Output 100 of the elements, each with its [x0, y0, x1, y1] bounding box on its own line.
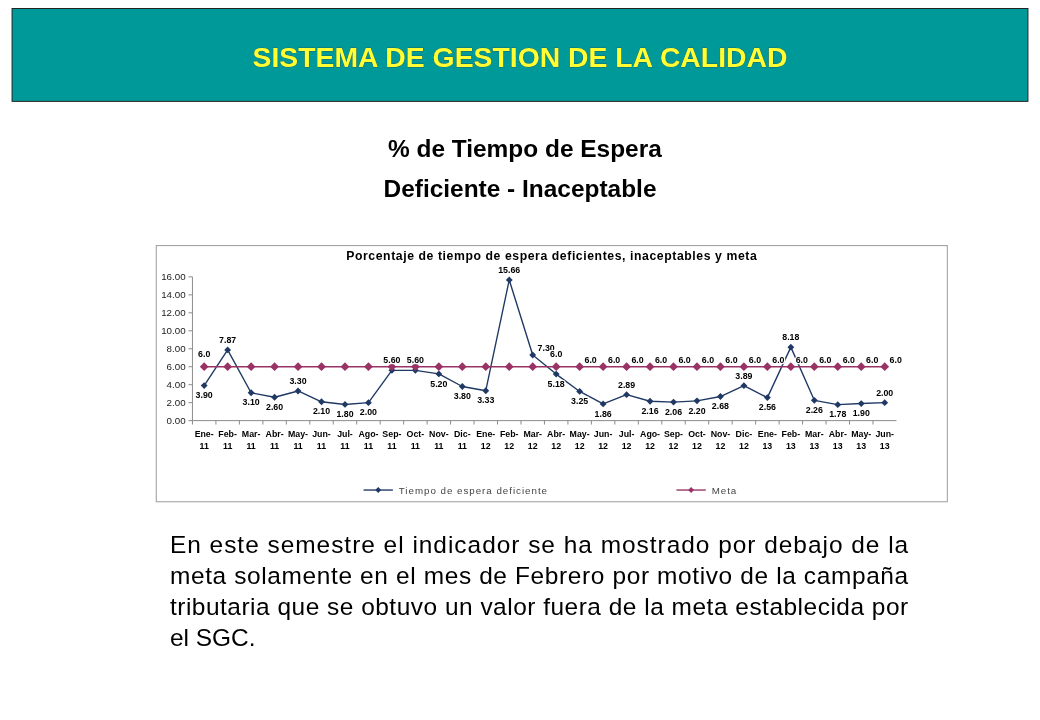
point	[457, 362, 467, 372]
y-tick-label: 10.00	[161, 325, 187, 337]
data-label: 6.0	[866, 354, 879, 365]
legend-label: Meta	[711, 484, 738, 496]
x-tick-label: Abr-12	[547, 429, 566, 451]
x-tick-label: Feb-11	[218, 429, 237, 451]
data-label: 6.0	[772, 354, 785, 365]
y-tick-label: 0.00	[166, 415, 187, 427]
data-label: 6.0	[608, 354, 621, 365]
point	[833, 362, 843, 372]
data-label: 1.80	[336, 409, 354, 420]
x-tick-label: Mar-13	[805, 429, 824, 451]
data-label: 2.06	[664, 406, 683, 417]
x-tick-label: Jun-13	[875, 429, 895, 451]
point	[294, 387, 302, 395]
point	[575, 362, 585, 372]
data-label: 3.89	[735, 370, 753, 381]
point	[247, 389, 255, 397]
data-label: 2.00	[359, 407, 378, 418]
x-tick-label: Feb-13	[781, 429, 801, 451]
point	[809, 362, 819, 372]
data-label: 5.18	[547, 378, 565, 389]
point	[762, 362, 772, 372]
y-tick-label: 14.00	[161, 289, 187, 301]
data-label: 3.25	[571, 396, 589, 407]
data-label: 2.60	[266, 401, 284, 412]
text: % de Tiempo de Espera	[387, 134, 663, 162]
data-label: 6.0	[678, 354, 691, 365]
y-tick-label: 8.00	[166, 343, 187, 355]
chart-title: Porcentaje de tiempo de espera deficientes, inaceptables y meta	[346, 249, 758, 264]
point	[200, 382, 208, 390]
x-tick-label: Jun-12	[593, 429, 613, 451]
x-tick-label: Ene-13	[757, 429, 777, 451]
point	[576, 388, 584, 395]
data-label: 6.0	[631, 354, 644, 365]
data-label: 6.0	[584, 354, 597, 365]
point	[692, 362, 702, 372]
x-tick-label: Abr-13	[828, 429, 847, 451]
point	[199, 362, 209, 372]
x-tick-label: Oct-11	[406, 429, 425, 451]
data-label: 2.10	[312, 406, 331, 417]
point	[341, 401, 349, 408]
x-tick-label: Ago-12	[640, 429, 661, 451]
x-tick-label: Dic-11	[454, 429, 471, 451]
data-label: 7.87	[219, 335, 237, 346]
point	[645, 362, 655, 372]
point	[434, 362, 444, 372]
data-label: 5.20	[430, 378, 448, 389]
x-tick-label: Oct-12	[688, 429, 706, 451]
y-tick-label: 2.00	[166, 397, 187, 409]
x-tick-label: Sep-11	[382, 429, 402, 451]
point	[670, 398, 677, 406]
point	[693, 397, 701, 405]
point	[246, 362, 256, 372]
data-label: 2.20	[688, 405, 706, 416]
data-label: 2.89	[618, 379, 636, 390]
x-tick-label: Ene-11	[194, 429, 214, 451]
point	[622, 362, 631, 372]
data-label: 3.90	[195, 390, 213, 401]
text: Deficiente - Inaceptable	[383, 174, 657, 202]
point	[669, 362, 678, 372]
x-tick-label: Nov-12	[710, 429, 731, 451]
point	[810, 396, 818, 404]
data-label: 1.90	[852, 408, 870, 419]
point	[599, 400, 607, 408]
x-tick-label: May-12	[569, 429, 590, 451]
y-tick-label: 4.00	[166, 379, 187, 391]
data-label: 3.10	[242, 397, 260, 408]
data-label: 2.00	[876, 387, 894, 398]
data-label: 6.0	[889, 354, 902, 365]
data-label: 6.0	[654, 354, 668, 365]
x-tick-label: Dic-12	[735, 429, 753, 451]
x-tick-label: May-13	[851, 429, 872, 451]
point	[623, 391, 630, 399]
x-tick-label: Ago-11	[358, 429, 379, 451]
x-tick-label: Feb-12	[499, 429, 519, 451]
data-label: 2.68	[711, 401, 730, 412]
data-label: 6.0	[701, 354, 715, 365]
x-tick-label: May-11	[288, 429, 309, 451]
x-tick-label: Jun-11	[312, 429, 331, 451]
data-label: 2.26	[805, 405, 823, 416]
point	[880, 362, 890, 372]
y-tick-label: 6.00	[166, 361, 187, 373]
data-label: 6.0	[842, 354, 855, 365]
data-label: 15.66	[498, 265, 521, 276]
point	[365, 399, 372, 407]
point	[739, 362, 749, 372]
point	[271, 393, 278, 401]
data-label: 3.30	[289, 376, 307, 387]
point	[223, 362, 233, 372]
x-tick-label: Sep-12	[663, 429, 684, 451]
data-label: 2.56	[758, 402, 777, 413]
data-label: 5.60	[383, 355, 401, 366]
x-tick-label: Mar-12	[523, 429, 543, 451]
point	[716, 362, 725, 372]
point	[317, 362, 326, 372]
point	[504, 362, 514, 372]
point	[340, 362, 350, 372]
point	[505, 276, 513, 284]
point	[834, 401, 842, 409]
